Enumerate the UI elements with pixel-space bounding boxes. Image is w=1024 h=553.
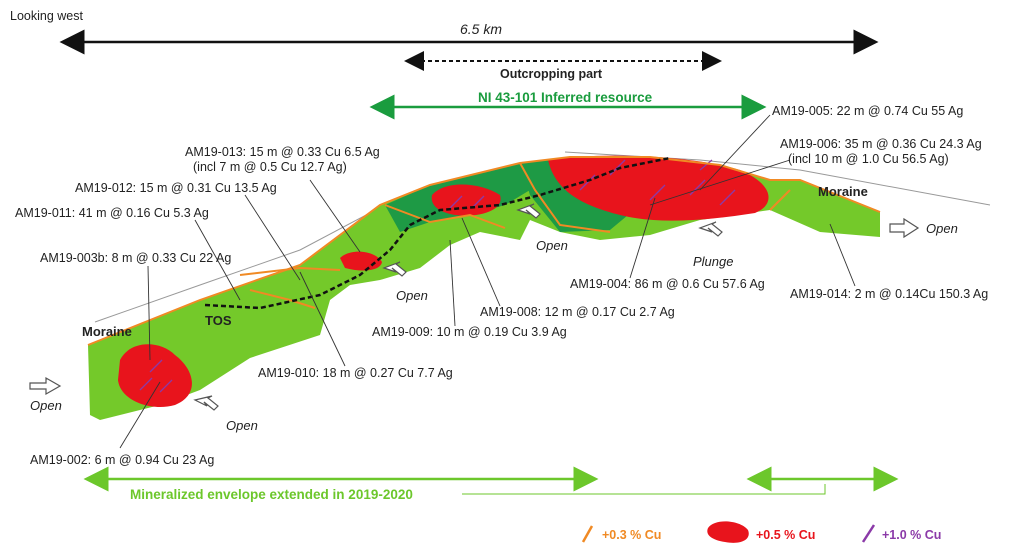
high-grade-lines (139, 159, 736, 393)
drill-label: AM19-013: 15 m @ 0.33 Cu 6.5 Ag (185, 145, 380, 159)
legend-swatch (861, 524, 876, 543)
drill-label: AM19-014: 2 m @ 0.14Cu 150.3 Ag (790, 287, 988, 301)
legend-label: +1.0 % Cu (882, 528, 941, 542)
tos-trace (204, 156, 671, 310)
open-label: Open (30, 398, 62, 413)
envelope-link (462, 484, 826, 495)
open-label: Open (396, 288, 428, 303)
drill-label: AM19-008: 12 m @ 0.17 Cu 2.7 Ag (480, 305, 675, 319)
drill-label: AM19-012: 15 m @ 0.31 Cu 13.5 Ag (75, 181, 277, 195)
drill-note: (incl 10 m @ 1.0 Cu 56.5 Ag) (788, 152, 949, 166)
open-arrows (29, 203, 920, 411)
view-label: Looking west (10, 9, 83, 23)
moraine-label: Moraine (818, 184, 868, 199)
plunge-label: Plunge (693, 254, 733, 269)
open-label: Open (926, 221, 958, 236)
drill-label: AM19-005: 22 m @ 0.74 Cu 55 Ag (772, 104, 963, 118)
legend-label: +0.3 % Cu (602, 528, 661, 542)
drill-label: AM19-002: 6 m @ 0.94 Cu 23 Ag (30, 453, 214, 467)
moraine-label: Moraine (82, 324, 132, 339)
contact-lines (87, 156, 881, 346)
legend-swatch (707, 521, 749, 543)
scale-length: 6.5 km (460, 21, 502, 37)
drill-label: AM19-009: 10 m @ 0.19 Cu 3.9 Ag (372, 325, 567, 339)
tos-label: TOS (205, 313, 232, 328)
red-zone (431, 184, 501, 216)
legend-swatch (581, 525, 594, 543)
open-label: Open (536, 238, 568, 253)
open-label: Open (226, 418, 258, 433)
envelope-label: Mineralized envelope extended in 2019-20… (130, 487, 413, 502)
leader-lines (119, 114, 856, 449)
drill-note: (incl 7 m @ 0.5 Cu 12.7 Ag) (193, 160, 347, 174)
drill-label: AM19-011: 41 m @ 0.16 Cu 5.3 Ag (15, 206, 209, 220)
drill-label: AM19-003b: 8 m @ 0.33 Cu 22 Ag (40, 251, 231, 265)
resource-label: NI 43-101 Inferred resource (478, 90, 653, 105)
legend-label: +0.5 % Cu (756, 528, 815, 542)
red-zone (548, 155, 769, 221)
drill-label: AM19-010: 18 m @ 0.27 Cu 7.7 Ag (258, 366, 453, 380)
red-zone (340, 251, 382, 271)
mineralized-body (88, 157, 880, 420)
red-zone (118, 344, 192, 408)
drill-label: AM19-006: 35 m @ 0.36 Cu 24.3 Ag (780, 137, 982, 151)
drill-label: AM19-004: 86 m @ 0.6 Cu 57.6 Ag (570, 277, 765, 291)
outcrop-label: Outcropping part (500, 67, 603, 81)
